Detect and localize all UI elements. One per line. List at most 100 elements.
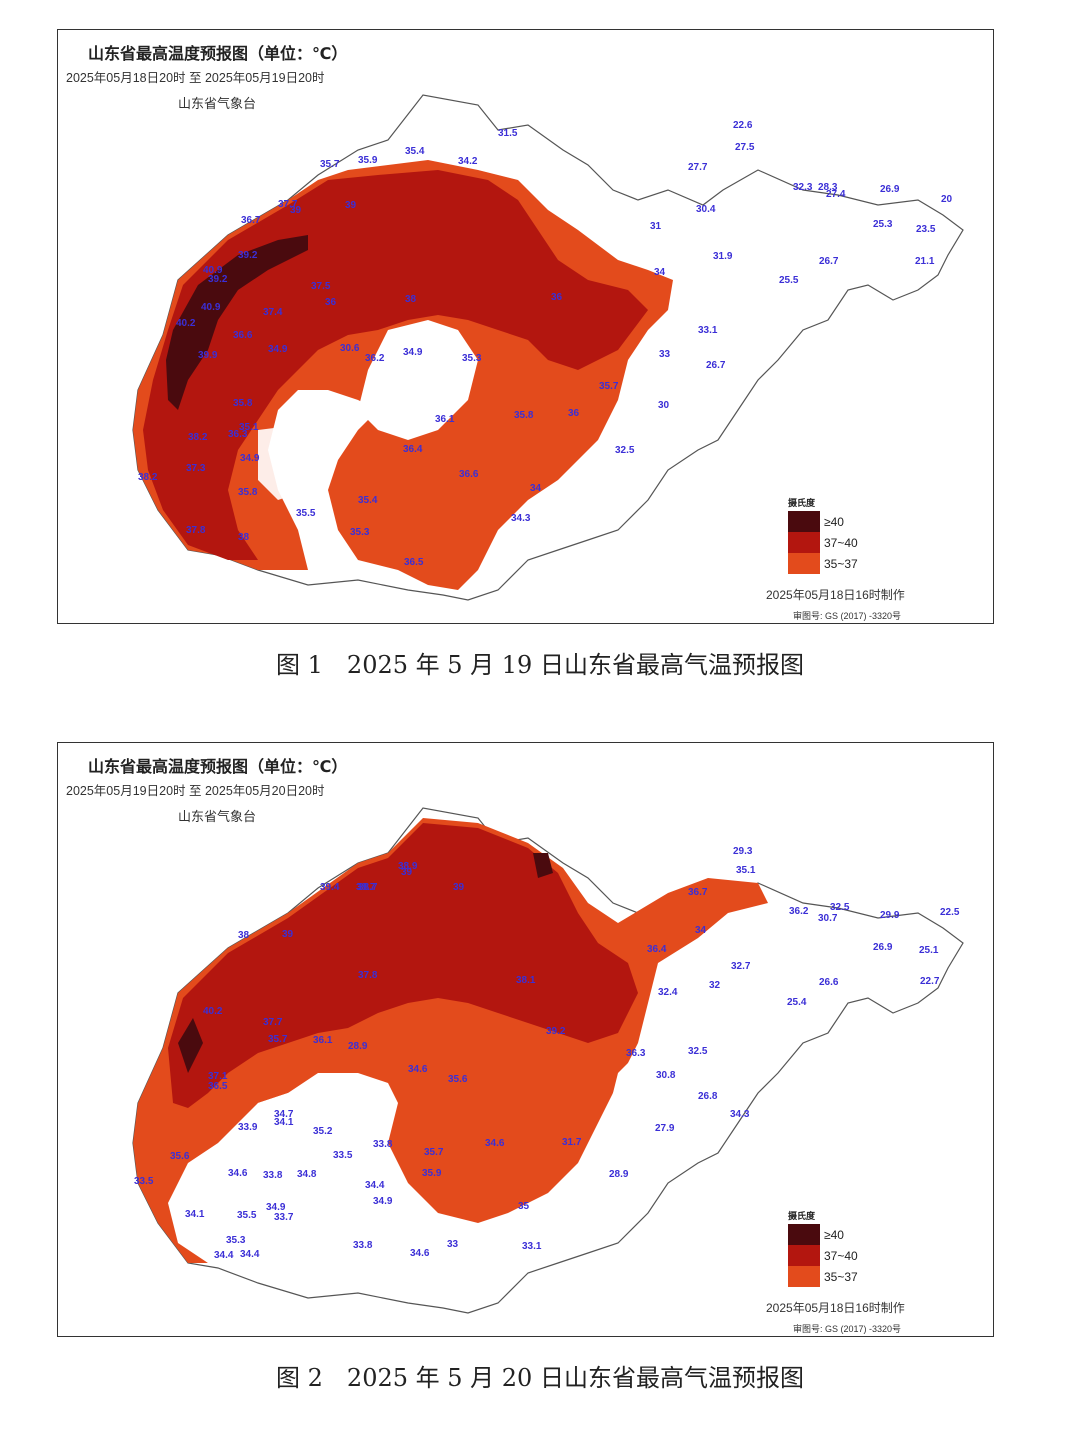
- station-temperature: 38: [405, 294, 417, 305]
- station-temperature: 33: [659, 349, 671, 360]
- station-temperature: 39: [453, 882, 465, 893]
- station-temperature: 34.8: [297, 1169, 317, 1180]
- station-temperature: 31: [650, 221, 662, 232]
- station-temperature: 29.3: [733, 846, 753, 857]
- station-temperature: 29.9: [880, 910, 900, 921]
- approval-number: 审图号: GS (2017) -3320号: [793, 611, 902, 621]
- station-temperature: 22.6: [733, 120, 753, 131]
- zone-ge-40: [166, 235, 308, 410]
- station-temperature: 33.9: [238, 1122, 258, 1133]
- station-temperature: 34.6: [228, 1168, 248, 1179]
- station-temperature: 33.8: [263, 1170, 283, 1181]
- legend-label: ≥40: [824, 1227, 844, 1242]
- station-temperature: 33.1: [698, 325, 718, 336]
- map-canvas: 31.5 22.6 27.5 35.7 35.9 35.4 34.2 27.7 32.3 28.3…: [132, 94, 964, 601]
- station-temperature: 39.4: [320, 882, 340, 893]
- station-temperature: 35.8: [233, 398, 253, 409]
- station-temperature: 34.9: [266, 1202, 286, 1213]
- production-time: 2025年05月18日16时制作: [766, 588, 905, 602]
- station-temperature: 39: [282, 929, 294, 940]
- legend: 摄氏度 ≥40 37~40 35~37: [788, 1209, 858, 1287]
- station-temperature: 39.2: [238, 250, 258, 261]
- station-temperature: 35.7: [268, 1034, 288, 1045]
- production-time: 2025年05月18日16时制作: [766, 1301, 905, 1315]
- station-temperature: 34.2: [458, 156, 478, 167]
- station-temperature: 35.7: [599, 381, 619, 392]
- station-temperature: 34.4: [240, 1249, 260, 1260]
- agency-name: 山东省气象台: [178, 97, 257, 112]
- figure-caption-2: 图 2 2025 年 5 月 20 日山东省最高气温预报图: [276, 1364, 804, 1392]
- station-temperature: 38.1: [516, 975, 536, 986]
- station-temperature: 36.5: [208, 1081, 228, 1092]
- station-temperature: 34.9: [240, 453, 260, 464]
- map-title: 山东省最高温度预报图（单位：℃）: [88, 46, 348, 63]
- station-temperature: 31.9: [713, 251, 733, 262]
- station-temperature: 36.3: [626, 1048, 646, 1059]
- station-temperature: 35.7: [424, 1147, 444, 1158]
- station-temperature: 35.4: [405, 146, 425, 157]
- station-temperature: 27.5: [735, 142, 755, 153]
- station-temperature: 36.6: [459, 469, 479, 480]
- station-temperature: 38: [238, 930, 250, 941]
- station-temperature: 35: [518, 1201, 530, 1212]
- station-temperature: 32.4: [658, 987, 678, 998]
- station-temperature: 27.4: [826, 189, 846, 200]
- station-temperature: 40.9: [203, 265, 223, 276]
- station-temperature: 37.8: [358, 970, 378, 981]
- station-temperature: 33.8: [373, 1139, 393, 1150]
- station-temperature: 34.6: [410, 1248, 430, 1259]
- station-temperature: 34.3: [511, 513, 531, 524]
- station-temperature: 32.5: [615, 445, 635, 456]
- legend-item: ≥40: [788, 511, 858, 532]
- station-temperature: 34: [530, 483, 542, 494]
- station-temperature: 35.3: [226, 1235, 246, 1246]
- station-temperature: 35.8: [238, 487, 258, 498]
- station-temperature: 30: [658, 400, 670, 411]
- station-temperature: 37.3: [186, 463, 206, 474]
- station-temperature: 33.5: [134, 1176, 154, 1187]
- station-temperature: 39: [401, 867, 413, 878]
- zone-37-40: [168, 823, 638, 1108]
- station-temperature: 33.5: [333, 1150, 353, 1161]
- cool-area: [358, 320, 478, 440]
- legend-item: 35~37: [788, 553, 858, 574]
- station-temperature: 34.4: [365, 1180, 385, 1191]
- station-temperature: 35.8: [514, 410, 534, 421]
- station-temperature: 38.7: [356, 882, 376, 893]
- station-temperature: 35.9: [358, 155, 378, 166]
- legend-label: ≥40: [824, 514, 844, 529]
- station-temperature: 28.3: [818, 182, 838, 193]
- station-temperature: 40.2: [203, 1006, 223, 1017]
- station-temperature: 39: [345, 200, 357, 211]
- station-temperature: 35.6: [170, 1151, 190, 1162]
- station-temperature: 34: [695, 925, 707, 936]
- station-temperature: 31.7: [562, 1137, 582, 1148]
- station-temperature: 40.2: [176, 318, 196, 329]
- station-temperature: 39.2: [546, 1026, 566, 1037]
- station-temperature: 35.1: [736, 865, 756, 876]
- station-temperature: 37.5: [311, 281, 331, 292]
- station-temperature: 36: [551, 292, 563, 303]
- station-temperature: 37.1: [208, 1071, 228, 1082]
- cool-area: [228, 1083, 378, 1213]
- station-temperature: 33.7: [274, 1212, 294, 1223]
- cool-area: [258, 425, 318, 500]
- station-temperature: 38.9: [398, 861, 418, 872]
- station-temperature: 36.7: [688, 887, 708, 898]
- station-temperature: 22.7: [920, 976, 940, 987]
- station-temperature: 30.8: [656, 1070, 676, 1081]
- station-temperature: 39.2: [208, 274, 228, 285]
- station-temperature: 36.5: [404, 557, 424, 568]
- station-temperature: 34.6: [485, 1138, 505, 1149]
- station-temperature: 35.3: [462, 353, 482, 364]
- station-temperature: 33.1: [522, 1241, 542, 1252]
- forecast-map-2: 38.9 39 38.7 29.3 35.1 39.4 38.7 39 36.7 36.2 32.5…: [57, 742, 994, 1337]
- station-temperature: 36.1: [435, 414, 455, 425]
- station-temperature: 32.7: [731, 961, 751, 972]
- legend-label: 35~37: [824, 1269, 858, 1284]
- station-temperature: 33.8: [353, 1240, 373, 1251]
- station-temperature: 32.5: [830, 902, 850, 913]
- station-temperature: 35.5: [296, 508, 316, 519]
- legend-title: 摄氏度: [788, 1211, 816, 1221]
- station-temperature: 36.2: [365, 353, 385, 364]
